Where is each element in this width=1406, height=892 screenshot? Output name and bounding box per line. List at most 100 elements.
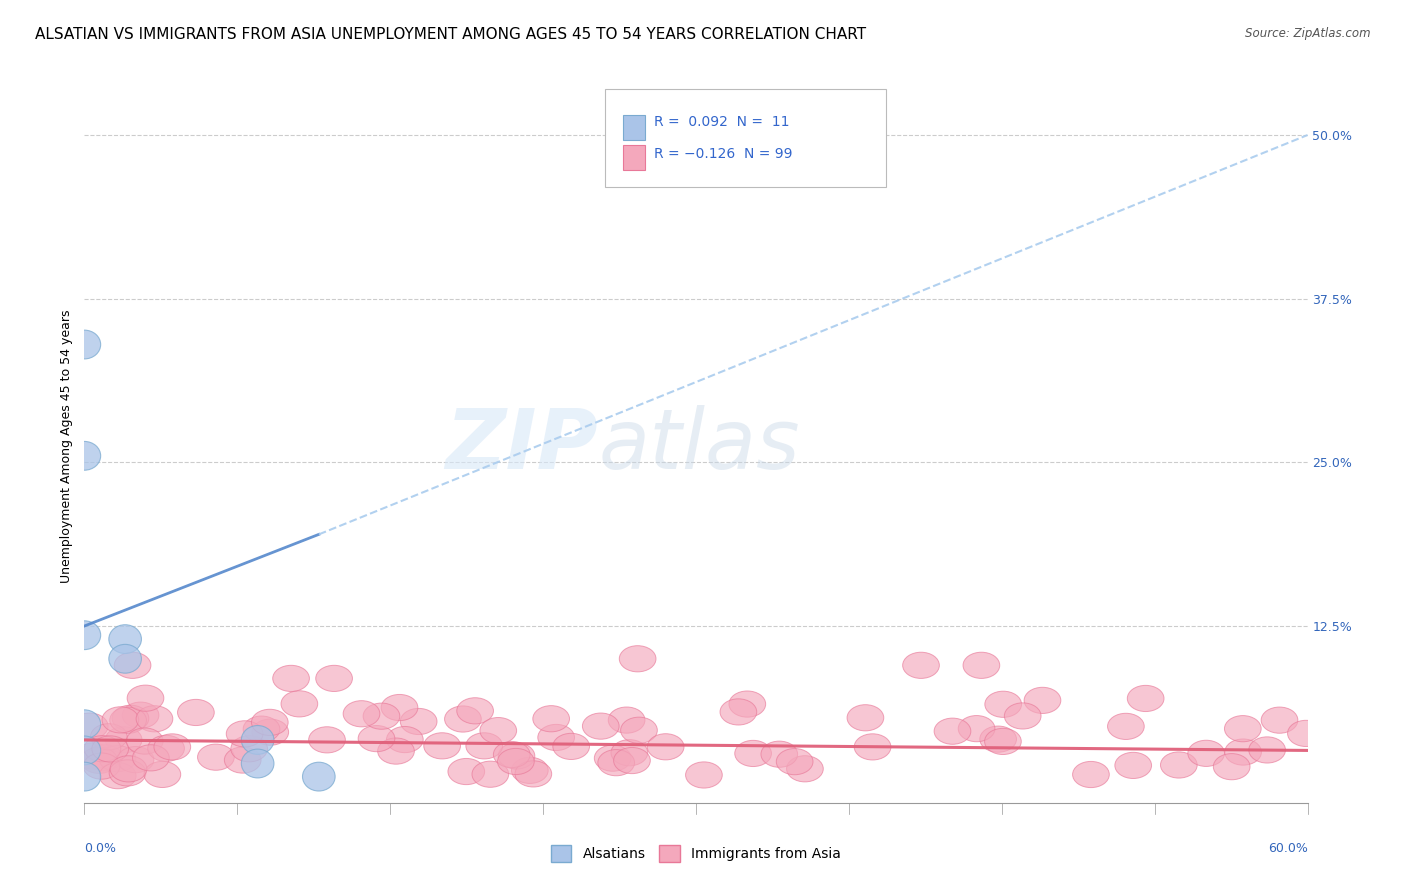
Ellipse shape: [959, 715, 995, 742]
Ellipse shape: [343, 701, 380, 727]
Ellipse shape: [136, 706, 173, 731]
Ellipse shape: [67, 621, 101, 649]
Text: 60.0%: 60.0%: [1268, 842, 1308, 855]
Ellipse shape: [281, 690, 318, 717]
Ellipse shape: [83, 753, 120, 780]
Ellipse shape: [100, 763, 136, 789]
Ellipse shape: [515, 761, 551, 787]
Ellipse shape: [855, 734, 891, 760]
Ellipse shape: [155, 734, 191, 760]
Ellipse shape: [401, 708, 437, 735]
Ellipse shape: [457, 698, 494, 724]
Ellipse shape: [67, 330, 101, 359]
Ellipse shape: [1128, 685, 1164, 712]
Ellipse shape: [252, 719, 288, 745]
Ellipse shape: [1115, 752, 1152, 779]
Ellipse shape: [363, 703, 399, 730]
Ellipse shape: [84, 736, 121, 762]
Ellipse shape: [1261, 707, 1298, 733]
Ellipse shape: [103, 706, 139, 733]
Ellipse shape: [112, 706, 149, 731]
Ellipse shape: [735, 740, 772, 766]
Ellipse shape: [1160, 752, 1197, 778]
Ellipse shape: [686, 762, 723, 788]
Ellipse shape: [80, 747, 118, 773]
Ellipse shape: [444, 706, 481, 732]
Ellipse shape: [472, 761, 509, 788]
Ellipse shape: [1024, 688, 1060, 714]
Ellipse shape: [110, 756, 146, 782]
Ellipse shape: [980, 726, 1017, 752]
Ellipse shape: [963, 652, 1000, 679]
Ellipse shape: [86, 745, 122, 771]
Ellipse shape: [984, 729, 1021, 755]
Ellipse shape: [242, 725, 274, 755]
Ellipse shape: [132, 745, 169, 771]
Ellipse shape: [127, 685, 165, 711]
Ellipse shape: [110, 707, 146, 733]
Ellipse shape: [533, 706, 569, 731]
Ellipse shape: [91, 736, 128, 762]
Ellipse shape: [381, 695, 418, 721]
Ellipse shape: [761, 741, 797, 767]
Ellipse shape: [1108, 714, 1144, 739]
Ellipse shape: [316, 665, 353, 691]
Ellipse shape: [148, 735, 184, 762]
Ellipse shape: [1004, 703, 1040, 729]
Ellipse shape: [387, 726, 423, 753]
Ellipse shape: [1225, 739, 1261, 765]
Ellipse shape: [1249, 737, 1285, 763]
Ellipse shape: [225, 747, 262, 773]
Ellipse shape: [647, 734, 683, 760]
Ellipse shape: [67, 442, 101, 470]
Ellipse shape: [903, 652, 939, 679]
Ellipse shape: [122, 702, 159, 728]
Text: Source: ZipAtlas.com: Source: ZipAtlas.com: [1246, 27, 1371, 40]
Ellipse shape: [108, 624, 142, 654]
Ellipse shape: [378, 738, 415, 764]
Ellipse shape: [143, 762, 181, 788]
Ellipse shape: [105, 727, 142, 753]
Ellipse shape: [449, 758, 485, 785]
Ellipse shape: [776, 748, 813, 775]
Text: atlas: atlas: [598, 406, 800, 486]
Ellipse shape: [512, 757, 548, 783]
Ellipse shape: [1213, 754, 1250, 780]
Ellipse shape: [198, 744, 235, 771]
Ellipse shape: [243, 716, 280, 742]
Ellipse shape: [479, 717, 516, 744]
Text: 0.0%: 0.0%: [84, 842, 117, 855]
Ellipse shape: [720, 698, 756, 725]
Ellipse shape: [934, 718, 970, 744]
Ellipse shape: [117, 747, 153, 772]
Ellipse shape: [67, 736, 101, 764]
Ellipse shape: [72, 713, 108, 739]
Ellipse shape: [423, 732, 461, 759]
Ellipse shape: [108, 644, 142, 673]
Ellipse shape: [846, 705, 884, 731]
Ellipse shape: [620, 717, 658, 743]
Y-axis label: Unemployment Among Ages 45 to 54 years: Unemployment Among Ages 45 to 54 years: [60, 310, 73, 582]
Ellipse shape: [359, 725, 395, 752]
Ellipse shape: [786, 756, 824, 782]
Ellipse shape: [1073, 762, 1109, 788]
Ellipse shape: [1225, 715, 1261, 742]
Ellipse shape: [498, 743, 534, 769]
Ellipse shape: [110, 760, 146, 786]
Legend: Alsatians, Immigrants from Asia: Alsatians, Immigrants from Asia: [546, 839, 846, 867]
Text: ZIP: ZIP: [446, 406, 598, 486]
Ellipse shape: [273, 665, 309, 691]
Text: R =  0.092  N =  11: R = 0.092 N = 11: [654, 115, 789, 129]
Ellipse shape: [252, 709, 288, 736]
Ellipse shape: [226, 721, 263, 747]
Ellipse shape: [1188, 740, 1225, 766]
Ellipse shape: [612, 739, 648, 766]
Ellipse shape: [1288, 721, 1324, 747]
Ellipse shape: [598, 749, 634, 776]
Ellipse shape: [613, 747, 651, 773]
Ellipse shape: [309, 727, 346, 753]
Ellipse shape: [90, 723, 127, 750]
Ellipse shape: [984, 691, 1022, 717]
Ellipse shape: [498, 748, 534, 774]
Ellipse shape: [67, 762, 101, 791]
